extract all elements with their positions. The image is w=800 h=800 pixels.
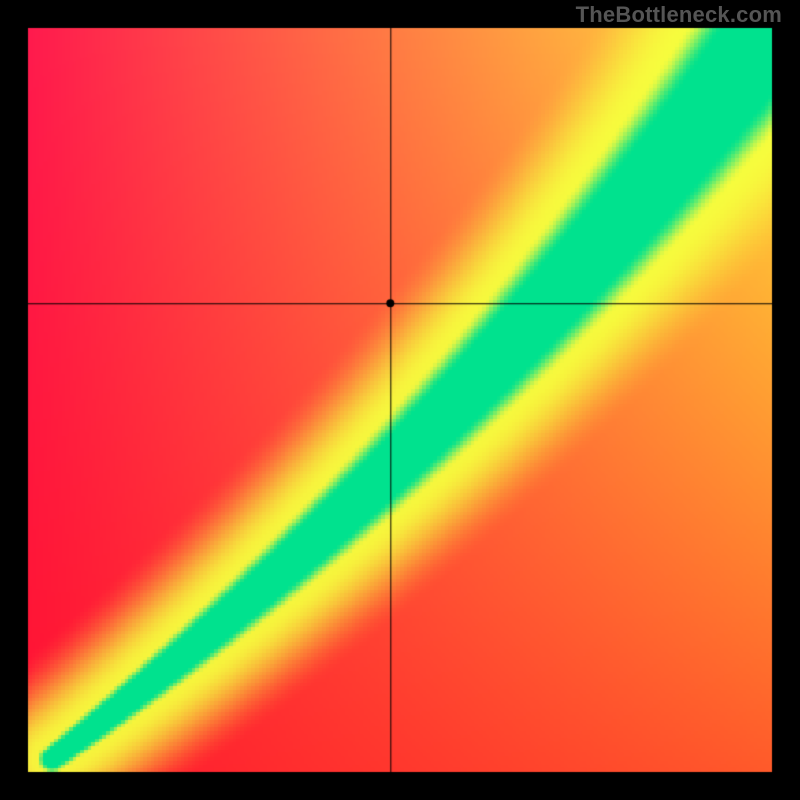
- watermark-label: TheBottleneck.com: [576, 2, 782, 28]
- bottleneck-heatmap: [0, 0, 800, 800]
